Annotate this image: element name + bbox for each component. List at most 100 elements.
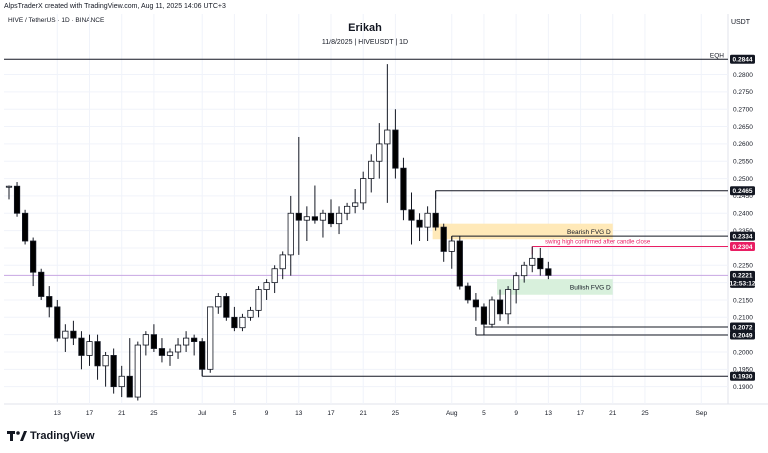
bullish-candle[interactable] [102,355,109,367]
bearish-candle[interactable] [223,296,230,318]
low-2072-price-tag [730,322,755,332]
bearish-candle[interactable] [537,257,544,270]
bearish-candle[interactable] [408,209,415,221]
bullish-candle[interactable] [448,240,455,252]
x-tick-label: 25 [392,410,400,417]
bearish-candle[interactable] [199,341,206,370]
bearish-candle[interactable] [295,212,302,221]
bullish-candle[interactable] [368,160,375,179]
bullish-candle[interactable] [513,275,520,290]
y-tick-label: 0.2500 [733,176,753,183]
last-price-tag [730,270,755,288]
bearish-candle[interactable] [327,212,335,225]
y-tick-label: 0.2100 [733,315,753,322]
bearish-candle[interactable] [416,219,423,228]
x-tick-label: 25 [150,410,158,417]
bullish-candle[interactable] [384,129,391,145]
bearish-candle[interactable] [150,334,157,349]
bearish-candle[interactable] [480,306,488,325]
bullish-candle[interactable] [86,341,93,356]
candles [5,64,552,401]
bearish-candle[interactable] [191,337,198,342]
bullish-candle[interactable] [5,185,13,188]
tradingview-brand: TradingView [30,430,95,442]
bullish-candle[interactable] [521,264,528,277]
bearish-candle[interactable] [94,341,101,367]
bullish-candle[interactable] [529,257,536,266]
y-tick-label: 0.2550 [733,159,753,166]
high-2334-price-tag [730,231,755,241]
fvg-zones: Bearish FVG D Bullish FVG D [432,223,613,295]
bearish-candle[interactable] [440,226,447,252]
bullish-candle[interactable] [62,330,69,339]
x-tick-label: 21 [609,410,617,417]
bearish-candle[interactable] [158,348,166,356]
eqh-price-text: 0.2844 [733,57,753,64]
bullish-candle[interactable] [504,289,512,315]
bearish-candle[interactable] [30,240,37,273]
bullish-candle[interactable] [207,306,214,370]
bearish-candle[interactable] [110,355,117,388]
bearish-candle[interactable] [78,337,85,356]
bearish-candle[interactable] [46,296,53,308]
bearish-candle[interactable] [126,375,133,398]
bearish-candle[interactable] [432,212,439,228]
bearish-candle[interactable] [464,285,471,301]
bullish-candle[interactable] [287,212,294,256]
bearish-candle[interactable] [54,306,61,339]
bullish-candle[interactable] [303,216,310,221]
swing-high-price-text: 0.2304 [733,244,753,251]
high-2334-price-text: 0.2334 [733,233,753,240]
grid-lines [4,14,768,405]
bearish-fvg-label: Bearish FVG D [567,229,611,236]
bullish-candle[interactable] [174,344,182,353]
bullish-candle[interactable] [118,375,125,388]
bearish-candle[interactable] [70,330,77,339]
x-tick-label: 21 [360,410,368,417]
bearish-candle[interactable] [392,129,399,169]
bearish-candle[interactable] [231,316,238,329]
bullish-candle[interactable] [376,143,383,162]
bearish-candle[interactable] [472,299,480,308]
last-price-text: 0.2221 [733,273,753,280]
bullish-candle[interactable] [352,202,359,207]
bullish-candle[interactable] [271,268,278,284]
bullish-candle[interactable] [255,289,262,311]
bullish-candle[interactable] [488,299,496,325]
bearish-candle[interactable] [13,185,21,214]
bullish-candle[interactable] [343,205,351,214]
bullish-candle[interactable] [279,254,286,270]
bullish-candle[interactable] [247,309,254,318]
bearish-candle[interactable] [456,240,463,287]
bullish-candle[interactable] [263,282,270,290]
bullish-candle[interactable] [239,316,246,329]
bullish-candle[interactable] [142,334,149,346]
candle-countdown-text: 12:53:12 [729,281,755,288]
bullish-candle[interactable] [335,212,343,225]
bearish-candle[interactable] [400,167,407,211]
y-tick-label: 0.2650 [733,124,753,131]
bullish-candle[interactable] [360,178,367,204]
high-2465-price-text: 0.2465 [733,188,753,195]
x-tick-label: 21 [118,410,126,417]
bullish-candle[interactable] [424,212,431,228]
bullish-candle[interactable] [319,212,327,221]
time-axis[interactable]: 13 17 21 25 Jul 5 9 13 17 21 25 Aug 5 9 13 17 21 25 Sep [54,410,708,417]
symbol-line: HIVE / TetherUS · 1D · BINANCE [8,17,105,24]
bearish-candle[interactable] [38,271,45,297]
bearish-candle[interactable] [21,212,29,242]
bullish-candle[interactable] [182,337,190,346]
bullish-candle[interactable] [166,351,174,356]
bearish-candle[interactable] [545,268,552,276]
bullish-fvg-zone [497,279,613,295]
low-1930-price-tag [730,371,755,381]
bullish-candle[interactable] [134,344,141,398]
price-axis[interactable]: 0.2800 0.2750 0.2700 0.2650 0.2600 0.2550 0.25… [733,72,753,391]
bearish-candle[interactable] [496,299,504,315]
chart-subtitle: 11/8/2025 | HIVEUSDT | 1D [321,39,409,46]
tradingview-logo[interactable]: TradingView [7,430,95,442]
bearish-candle[interactable] [311,216,319,221]
bullish-candle[interactable] [215,296,222,308]
